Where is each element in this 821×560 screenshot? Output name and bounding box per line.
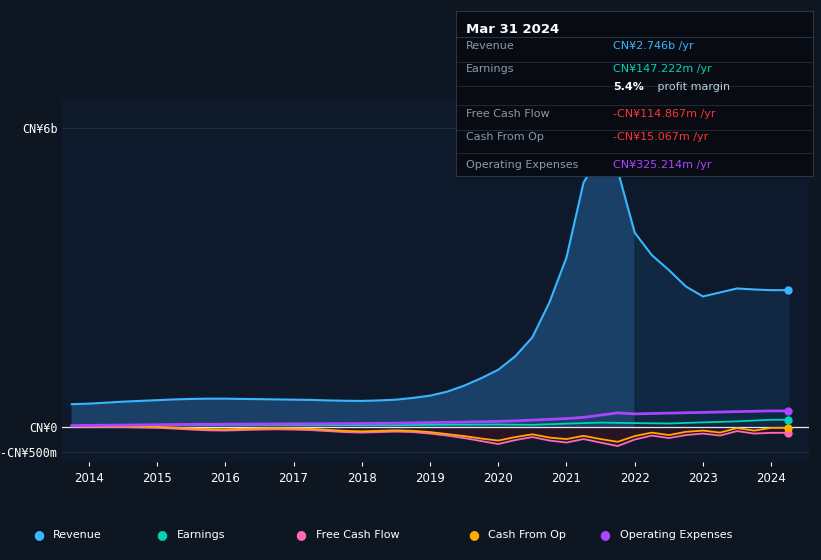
Text: Free Cash Flow: Free Cash Flow (316, 530, 400, 540)
Point (782, 416, 795, 424)
Text: Earnings: Earnings (177, 530, 225, 540)
Text: ●: ● (296, 528, 306, 542)
Text: ●: ● (468, 528, 479, 542)
Text: -CN¥15.067m /yr: -CN¥15.067m /yr (612, 132, 708, 142)
Point (782, 423, 795, 432)
Text: 5.4%: 5.4% (612, 82, 644, 92)
Text: CN¥2.746b /yr: CN¥2.746b /yr (612, 41, 694, 51)
Text: Revenue: Revenue (53, 530, 102, 540)
Text: Revenue: Revenue (466, 41, 515, 51)
Text: Operating Expenses: Operating Expenses (620, 530, 732, 540)
Text: ●: ● (33, 528, 44, 542)
Text: -CN¥114.867m /yr: -CN¥114.867m /yr (612, 109, 715, 119)
Text: Free Cash Flow: Free Cash Flow (466, 109, 550, 119)
Point (782, 407, 795, 416)
Text: CN¥147.222m /yr: CN¥147.222m /yr (612, 64, 712, 74)
Point (782, 286, 795, 295)
Text: profit margin: profit margin (654, 82, 730, 92)
Text: Operating Expenses: Operating Expenses (466, 160, 579, 170)
Point (782, 428, 795, 437)
Text: ●: ● (156, 528, 167, 542)
Text: CN¥325.214m /yr: CN¥325.214m /yr (612, 160, 711, 170)
Text: Cash From Op: Cash From Op (466, 132, 544, 142)
Text: Mar 31 2024: Mar 31 2024 (466, 23, 560, 36)
Text: ●: ● (599, 528, 610, 542)
Text: Cash From Op: Cash From Op (488, 530, 566, 540)
Text: Earnings: Earnings (466, 64, 515, 74)
